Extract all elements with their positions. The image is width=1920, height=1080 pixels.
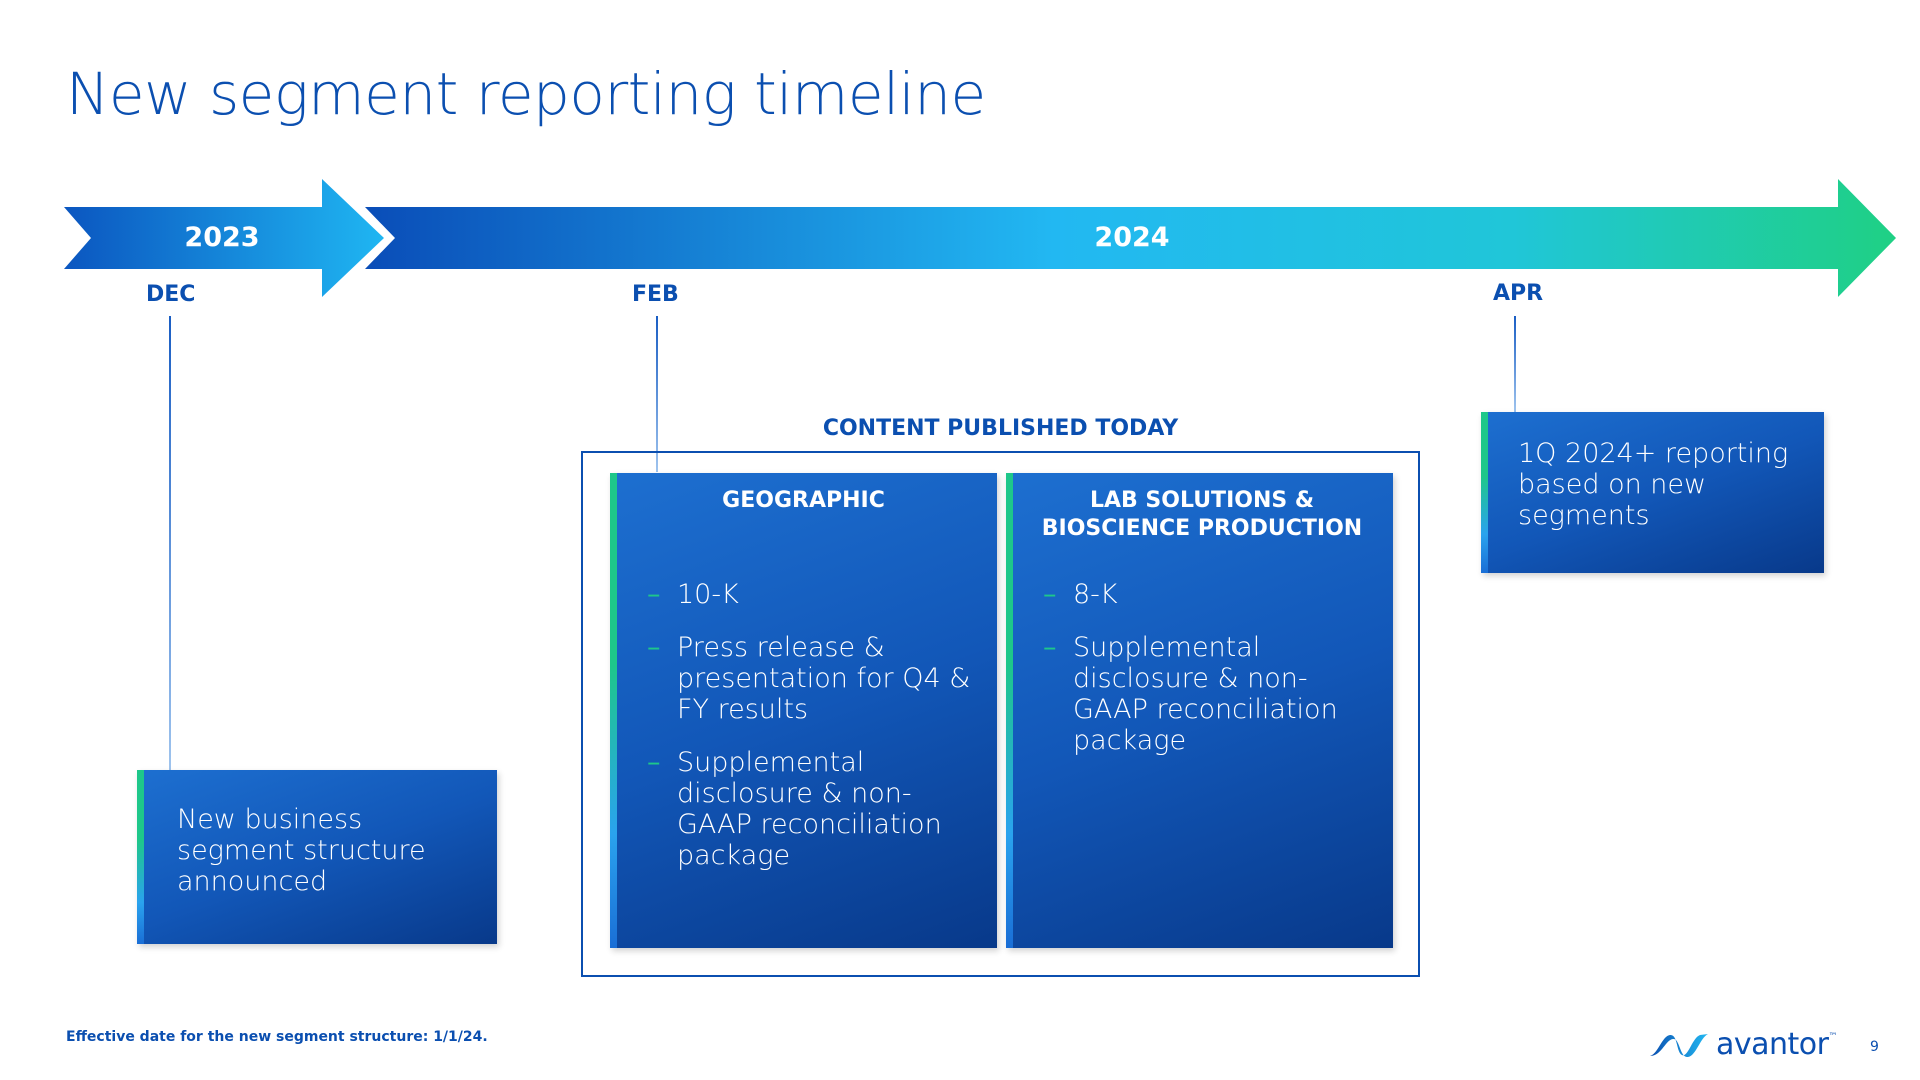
geographic-list: –10-K – Press release & presentation for … xyxy=(647,579,977,893)
event-box-apr: 1Q 2024+ reporting based on new segments xyxy=(1481,412,1824,573)
content-published-frame xyxy=(581,451,1420,977)
arrow-2023 xyxy=(64,179,384,297)
avantor-logo: avantor ™ xyxy=(1648,1027,1838,1063)
month-label-apr: APR xyxy=(1493,281,1544,306)
bullet-dash: – xyxy=(647,579,661,610)
lab-solutions-box: LAB SOLUTIONS & BIOSCIENCE PRODUCTION –8… xyxy=(1006,473,1393,948)
event-text-apr: 1Q 2024+ reporting based on new segments xyxy=(1518,438,1789,531)
connector-line-feb xyxy=(656,316,658,472)
logo-trademark: ™ xyxy=(1828,1032,1838,1042)
content-published-label: CONTENT PUBLISHED TODAY xyxy=(822,416,1179,441)
bullet-dash: – xyxy=(1043,579,1057,610)
connector-line-dec xyxy=(169,316,171,772)
year-label-2023: 2023 xyxy=(184,222,260,253)
timeline-arrows xyxy=(64,179,1896,297)
slide-title: New segment reporting timeline xyxy=(66,60,986,128)
geographic-box: GEOGRAPHIC –10-K – Press release & presen… xyxy=(610,473,997,948)
bullet-dash: – xyxy=(647,632,661,663)
list-item: – Supplemental disclosure & non-GAAP reco… xyxy=(1043,632,1338,756)
bullet-dash: – xyxy=(647,747,661,778)
logo-wordmark: avantor xyxy=(1716,1027,1829,1062)
list-item: – Supplemental disclosure & non-GAAP reco… xyxy=(647,747,942,871)
bullet-dash: – xyxy=(1043,632,1057,663)
month-label-feb: FEB xyxy=(632,282,679,307)
lab-solutions-header: LAB SOLUTIONS & BIOSCIENCE PRODUCTION xyxy=(1041,488,1363,541)
year-label-2024: 2024 xyxy=(1094,222,1170,253)
month-label-dec: DEC xyxy=(146,282,196,307)
footnote: Effective date for the new segment struc… xyxy=(66,1029,488,1045)
lab-solutions-list: –8-K – Supplemental disclosure & non-GAAP… xyxy=(1043,579,1373,778)
geographic-header: GEOGRAPHIC xyxy=(722,488,885,513)
event-text-dec: New business segment structure announced xyxy=(177,804,426,897)
list-item: –8-K xyxy=(1043,579,1118,610)
arrow-2024 xyxy=(365,179,1896,297)
connector-line-apr xyxy=(1514,316,1516,412)
event-box-dec: New business segment structure announced xyxy=(137,770,497,944)
list-item: –10-K xyxy=(647,579,739,610)
page-number: 9 xyxy=(1870,1039,1879,1055)
list-item: – Press release & presentation for Q4 & F… xyxy=(647,632,971,725)
avantor-mark-icon xyxy=(1650,1034,1708,1058)
